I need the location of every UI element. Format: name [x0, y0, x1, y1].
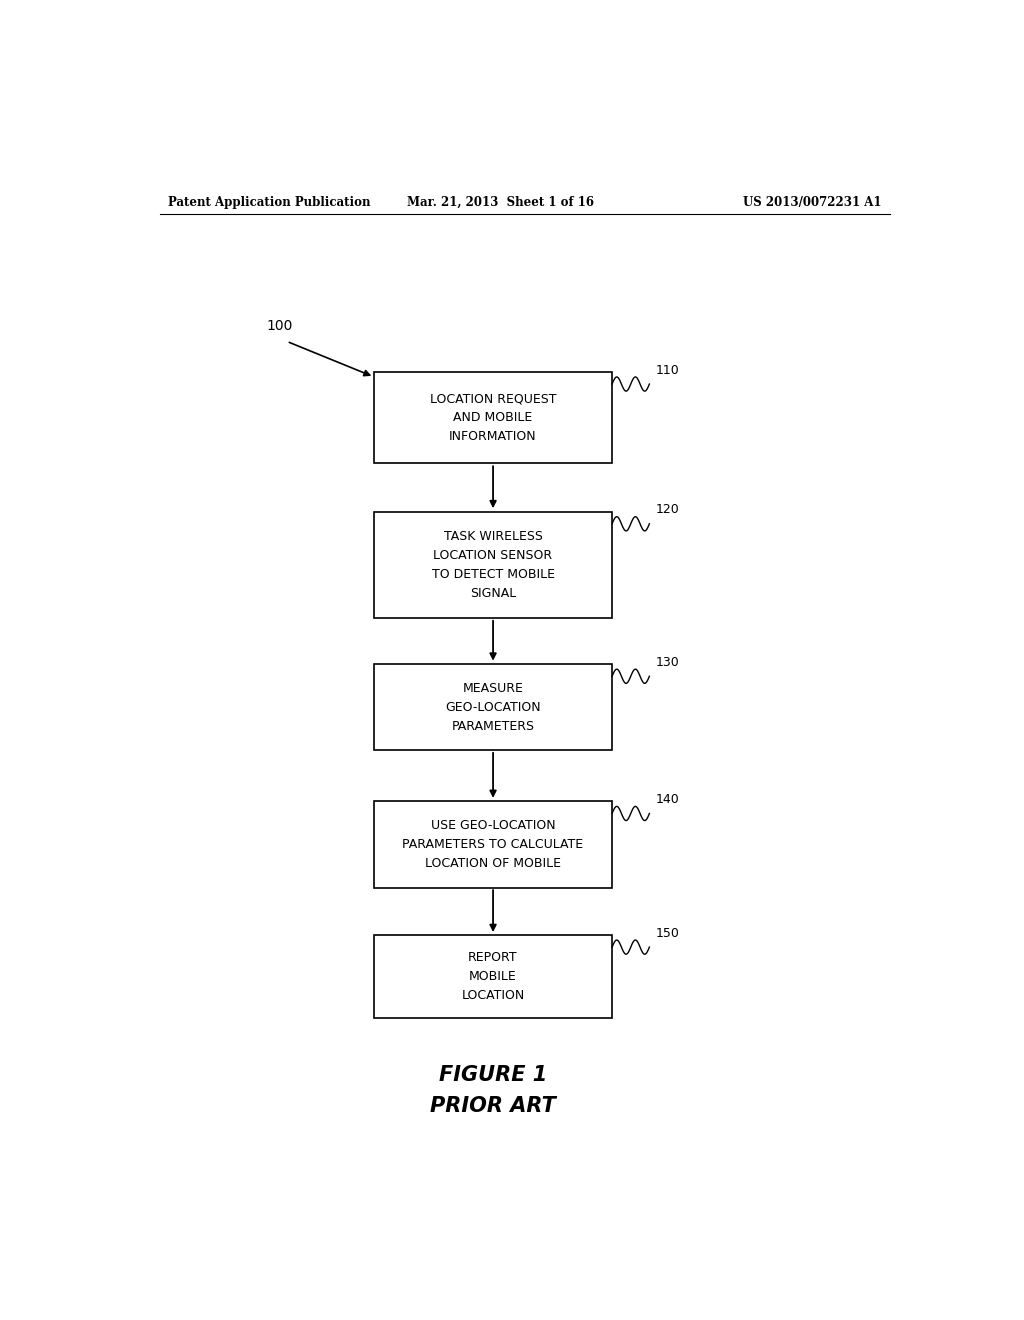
FancyBboxPatch shape — [374, 801, 612, 887]
Text: MEASURE
GEO-LOCATION
PARAMETERS: MEASURE GEO-LOCATION PARAMETERS — [445, 681, 541, 733]
Text: Mar. 21, 2013  Sheet 1 of 16: Mar. 21, 2013 Sheet 1 of 16 — [408, 195, 595, 209]
Text: PRIOR ART: PRIOR ART — [430, 1096, 556, 1115]
Text: LOCATION REQUEST
AND MOBILE
INFORMATION: LOCATION REQUEST AND MOBILE INFORMATION — [430, 392, 556, 444]
Text: Patent Application Publication: Patent Application Publication — [168, 195, 371, 209]
Text: FIGURE 1: FIGURE 1 — [439, 1065, 547, 1085]
Text: REPORT
MOBILE
LOCATION: REPORT MOBILE LOCATION — [462, 952, 524, 1002]
Text: USE GEO-LOCATION
PARAMETERS TO CALCULATE
LOCATION OF MOBILE: USE GEO-LOCATION PARAMETERS TO CALCULATE… — [402, 818, 584, 870]
Text: 150: 150 — [655, 927, 680, 940]
Text: US 2013/0072231 A1: US 2013/0072231 A1 — [743, 195, 882, 209]
FancyBboxPatch shape — [374, 372, 612, 463]
FancyBboxPatch shape — [374, 935, 612, 1018]
Text: 140: 140 — [655, 793, 680, 807]
FancyBboxPatch shape — [374, 512, 612, 618]
Text: 110: 110 — [655, 364, 680, 376]
Text: 100: 100 — [267, 319, 293, 333]
FancyBboxPatch shape — [374, 664, 612, 751]
Text: 120: 120 — [655, 503, 680, 516]
Text: 130: 130 — [655, 656, 680, 669]
Text: TASK WIRELESS
LOCATION SENSOR
TO DETECT MOBILE
SIGNAL: TASK WIRELESS LOCATION SENSOR TO DETECT … — [431, 529, 555, 601]
